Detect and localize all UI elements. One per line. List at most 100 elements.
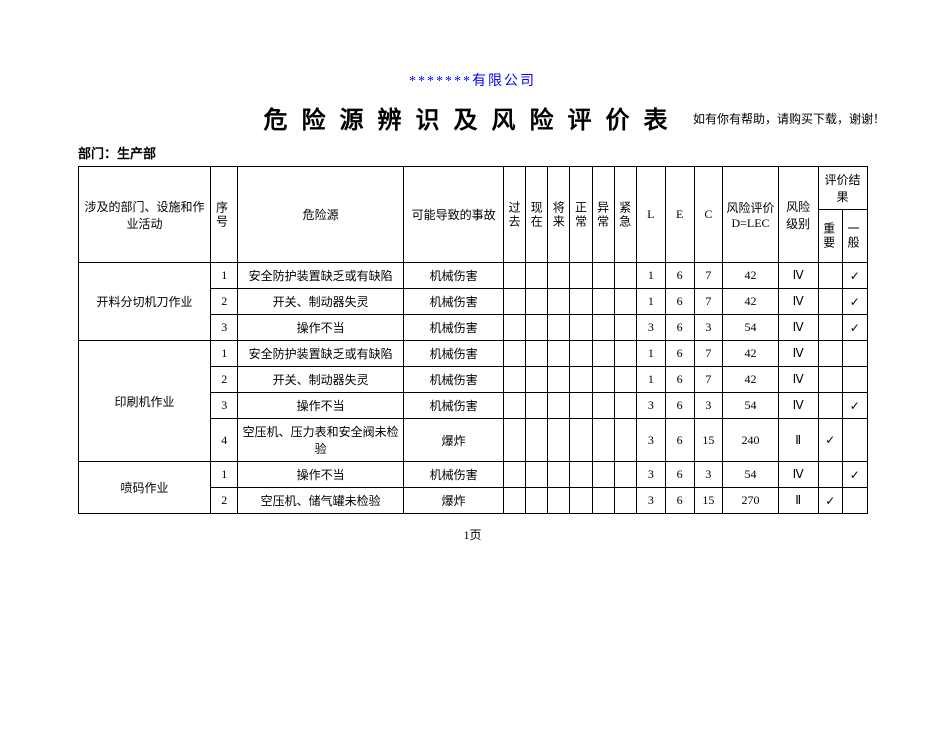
th-emergency: 紧急 bbox=[614, 167, 636, 263]
cell-c: 15 bbox=[694, 419, 723, 462]
th-important: 重要 bbox=[818, 210, 842, 263]
cell-hazard: 开关、制动器失灵 bbox=[238, 289, 404, 315]
cell-hazard: 操作不当 bbox=[238, 462, 404, 488]
table-row: 印刷机作业1安全防护装置缺乏或有缺陷机械伤害16742Ⅳ bbox=[78, 341, 867, 367]
risk-table: 涉及的部门、设施和作业活动 序号 危险源 可能导致的事故 过去 现在 将来 正常… bbox=[78, 166, 868, 514]
cell-abnormal bbox=[592, 367, 614, 393]
cell-l: 3 bbox=[636, 315, 665, 341]
cell-hazard: 安全防护装置缺乏或有缺陷 bbox=[238, 341, 404, 367]
th-past: 过去 bbox=[503, 167, 525, 263]
cell-past bbox=[503, 315, 525, 341]
top-note: 如有你有帮助，请购买下载，谢谢！ bbox=[693, 110, 885, 127]
cell-present bbox=[526, 488, 548, 514]
cell-seq: 4 bbox=[211, 419, 238, 462]
cell-general: ✓ bbox=[842, 393, 867, 419]
cell-d: 240 bbox=[723, 419, 778, 462]
cell-present bbox=[526, 263, 548, 289]
cell-important bbox=[818, 462, 842, 488]
company-name: *******有限公司 bbox=[0, 70, 945, 90]
cell-e: 6 bbox=[665, 367, 694, 393]
th-abnormal: 异常 bbox=[592, 167, 614, 263]
cell-normal bbox=[570, 315, 592, 341]
cell-seq: 2 bbox=[211, 367, 238, 393]
cell-present bbox=[526, 419, 548, 462]
th-future: 将来 bbox=[548, 167, 570, 263]
cell-c: 3 bbox=[694, 315, 723, 341]
cell-accident: 机械伤害 bbox=[404, 393, 504, 419]
table-row: 开料分切机刀作业1安全防护装置缺乏或有缺陷机械伤害16742Ⅳ✓ bbox=[78, 263, 867, 289]
th-c: C bbox=[694, 167, 723, 263]
cell-emergency bbox=[614, 488, 636, 514]
cell-accident: 机械伤害 bbox=[404, 367, 504, 393]
cell-d: 42 bbox=[723, 367, 778, 393]
cell-d: 54 bbox=[723, 315, 778, 341]
cell-l: 3 bbox=[636, 488, 665, 514]
cell-d: 42 bbox=[723, 341, 778, 367]
cell-important bbox=[818, 341, 842, 367]
cell-l: 1 bbox=[636, 341, 665, 367]
th-seq: 序号 bbox=[211, 167, 238, 263]
cell-general bbox=[842, 341, 867, 367]
cell-d: 54 bbox=[723, 393, 778, 419]
cell-l: 1 bbox=[636, 289, 665, 315]
table-row: 喷码作业1操作不当机械伤害36354Ⅳ✓ bbox=[78, 462, 867, 488]
cell-level: Ⅱ bbox=[778, 419, 818, 462]
cell-hazard: 操作不当 bbox=[238, 393, 404, 419]
cell-general: ✓ bbox=[842, 289, 867, 315]
cell-future bbox=[548, 367, 570, 393]
cell-normal bbox=[570, 289, 592, 315]
cell-emergency bbox=[614, 263, 636, 289]
th-general: 一般 bbox=[842, 210, 867, 263]
cell-normal bbox=[570, 367, 592, 393]
cell-past bbox=[503, 419, 525, 462]
cell-c: 3 bbox=[694, 462, 723, 488]
cell-emergency bbox=[614, 367, 636, 393]
cell-c: 15 bbox=[694, 488, 723, 514]
cell-l: 1 bbox=[636, 367, 665, 393]
cell-present bbox=[526, 367, 548, 393]
cell-e: 6 bbox=[665, 393, 694, 419]
cell-normal bbox=[570, 341, 592, 367]
cell-present bbox=[526, 462, 548, 488]
cell-c: 3 bbox=[694, 393, 723, 419]
cell-future bbox=[548, 419, 570, 462]
cell-hazard: 安全防护装置缺乏或有缺陷 bbox=[238, 263, 404, 289]
th-d: 风险评价 D=LEC bbox=[723, 167, 778, 263]
cell-abnormal bbox=[592, 341, 614, 367]
cell-emergency bbox=[614, 393, 636, 419]
cell-future bbox=[548, 263, 570, 289]
cell-l: 3 bbox=[636, 393, 665, 419]
cell-abnormal bbox=[592, 462, 614, 488]
cell-present bbox=[526, 315, 548, 341]
cell-past bbox=[503, 367, 525, 393]
cell-future bbox=[548, 393, 570, 419]
cell-emergency bbox=[614, 419, 636, 462]
cell-general: ✓ bbox=[842, 263, 867, 289]
th-present: 现在 bbox=[526, 167, 548, 263]
cell-future bbox=[548, 289, 570, 315]
cell-accident: 机械伤害 bbox=[404, 462, 504, 488]
cell-d: 42 bbox=[723, 263, 778, 289]
cell-normal bbox=[570, 419, 592, 462]
th-result: 评价结果 bbox=[818, 167, 867, 210]
cell-abnormal bbox=[592, 263, 614, 289]
department-label: 部门：生产部 bbox=[78, 143, 945, 162]
cell-d: 270 bbox=[723, 488, 778, 514]
cell-important: ✓ bbox=[818, 419, 842, 462]
cell-hazard: 空压机、压力表和安全阀未检验 bbox=[238, 419, 404, 462]
cell-past bbox=[503, 341, 525, 367]
th-e: E bbox=[665, 167, 694, 263]
cell-seq: 3 bbox=[211, 315, 238, 341]
th-level: 风险级别 bbox=[778, 167, 818, 263]
cell-level: Ⅳ bbox=[778, 289, 818, 315]
th-hazard: 危险源 bbox=[238, 167, 404, 263]
cell-c: 7 bbox=[694, 367, 723, 393]
cell-general bbox=[842, 367, 867, 393]
cell-accident: 机械伤害 bbox=[404, 289, 504, 315]
cell-e: 6 bbox=[665, 315, 694, 341]
th-normal: 正常 bbox=[570, 167, 592, 263]
cell-l: 3 bbox=[636, 419, 665, 462]
cell-general bbox=[842, 419, 867, 462]
cell-future bbox=[548, 462, 570, 488]
cell-past bbox=[503, 462, 525, 488]
